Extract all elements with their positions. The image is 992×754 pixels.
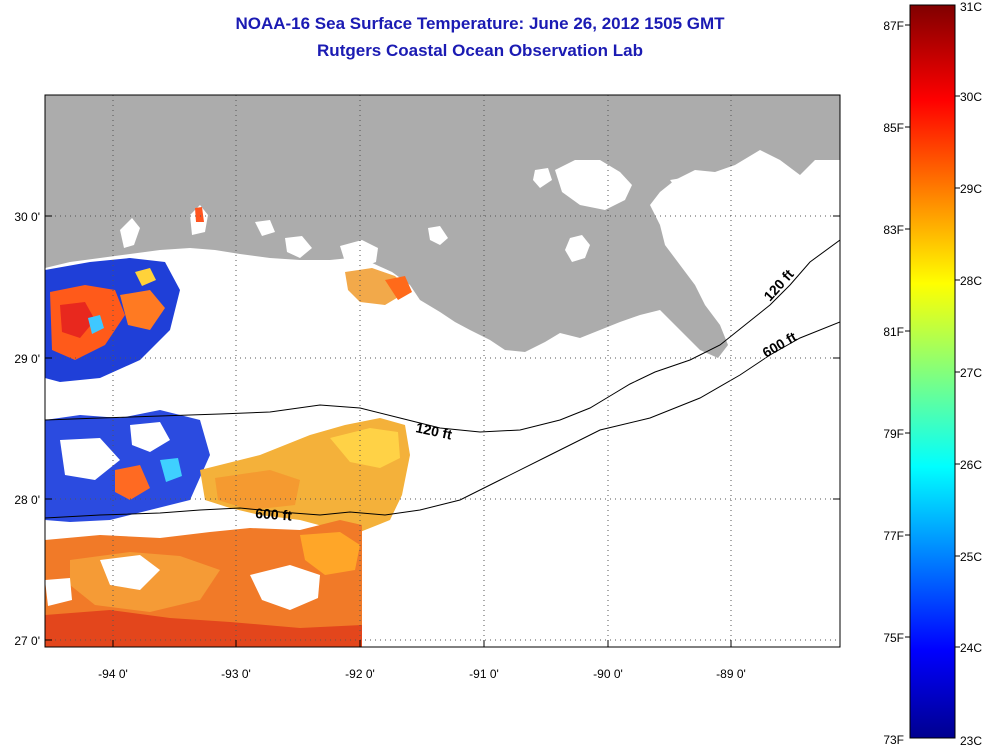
- lat-label: 28 0': [14, 493, 40, 507]
- inland-lakes: [120, 160, 715, 268]
- lon-label: -94 0': [98, 667, 128, 681]
- colorbar-f-label: 77F: [883, 529, 904, 543]
- lon-label: -93 0': [221, 667, 251, 681]
- colorbar-f-label: 79F: [883, 427, 904, 441]
- colorbar-f-label: 83F: [883, 223, 904, 237]
- colorbar-c-label: 29C: [960, 182, 982, 196]
- colorbar-celsius-labels: 31C 30C 29C 28C 27C 26C 25C 24C 23C: [960, 0, 982, 748]
- map-title: NOAA-16 Sea Surface Temperature: June 26…: [235, 14, 725, 33]
- colorbar-c-label: 28C: [960, 274, 982, 288]
- lat-label: 29 0': [14, 352, 40, 366]
- colorbar-fahrenheit-labels: 87F 85F 83F 81F 79F 77F 75F 73F: [883, 19, 904, 747]
- colorbar-c-label: 24C: [960, 641, 982, 655]
- latitude-labels: 30 0' 29 0' 28 0' 27 0': [14, 210, 40, 648]
- bathymetry-contours: [45, 239, 840, 519]
- graticule: [45, 95, 840, 647]
- map-border: [44, 94, 841, 648]
- lon-label: -89 0': [716, 667, 746, 681]
- colorbar-c-label: 25C: [960, 550, 982, 564]
- colorbar-c-label: 27C: [960, 366, 982, 380]
- colorbar-f-label: 73F: [883, 733, 904, 747]
- contour-label-120ft-west: 120 ft: [414, 419, 453, 442]
- lat-label: 27 0': [14, 634, 40, 648]
- axis-ticks: [45, 215, 840, 647]
- map-subtitle: Rutgers Coastal Ocean Observation Lab: [317, 41, 643, 60]
- lon-label: -92 0': [345, 667, 375, 681]
- colorbar-c-label: 31C: [960, 0, 982, 14]
- contour-label-600ft-west: 600 ft: [255, 505, 293, 524]
- longitude-labels: -94 0' -93 0' -92 0' -91 0' -90 0' -89 0…: [98, 667, 746, 681]
- colorbar-ticks: [905, 24, 960, 648]
- colorbar-c-label: 23C: [960, 734, 982, 748]
- land-mass: [45, 95, 840, 358]
- colorbar-c-label: 26C: [960, 458, 982, 472]
- colorbar-f-label: 87F: [883, 19, 904, 33]
- contour-600ft: [45, 321, 840, 519]
- colorbar: [909, 4, 956, 739]
- lon-label: -91 0': [469, 667, 499, 681]
- colorbar-c-label: 30C: [960, 90, 982, 104]
- colorbar-f-label: 81F: [883, 325, 904, 339]
- lon-label: -90 0': [593, 667, 623, 681]
- contour-120ft: [45, 239, 840, 433]
- colorbar-f-label: 75F: [883, 631, 904, 645]
- colorbar-f-label: 85F: [883, 121, 904, 135]
- lat-label: 30 0': [14, 210, 40, 224]
